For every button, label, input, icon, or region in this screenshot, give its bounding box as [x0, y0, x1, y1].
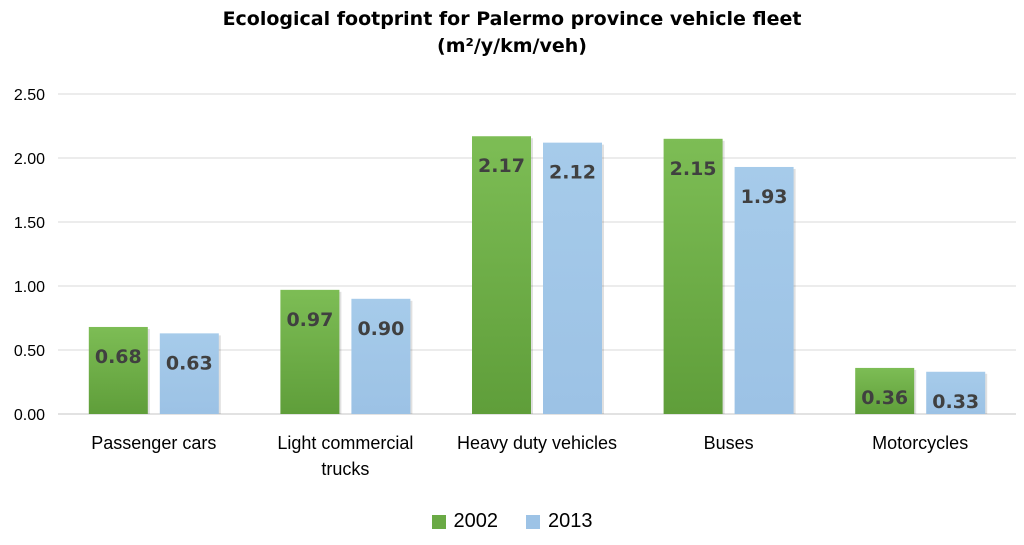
legend-label-2002: 2002	[453, 510, 499, 532]
x-tick-label: Light commercial	[277, 433, 413, 453]
x-tick-label: Heavy duty vehicles	[457, 433, 617, 453]
data-label: 0.63	[166, 352, 213, 374]
data-label: 0.36	[861, 387, 908, 409]
x-tick-label: trucks	[321, 459, 369, 479]
legend-swatch-2013	[526, 514, 540, 529]
chart-title-main: Ecological footprint for Palermo provinc…	[222, 8, 802, 30]
legend-item-2013: 2013	[526, 510, 593, 533]
bar-2002	[472, 136, 531, 415]
chart-title: Ecological footprint for Palermo provinc…	[0, 6, 1024, 60]
data-label: 0.33	[932, 391, 979, 413]
bar-2013	[926, 371, 986, 414]
bar-2013	[543, 142, 602, 414]
bar-2002	[88, 326, 148, 414]
data-label: 2.15	[670, 158, 717, 180]
y-tick-label: 0.00	[14, 407, 45, 424]
bar-2013	[159, 333, 219, 414]
bar-2002	[663, 138, 723, 415]
data-label: 0.97	[286, 309, 333, 331]
legend-item-2002: 2002	[431, 510, 499, 533]
chart-subtitle: (m²/y/km/veh)	[437, 35, 587, 57]
x-tick-label: Buses	[704, 433, 754, 453]
bar-2013	[734, 166, 794, 414]
bar-2002	[855, 367, 915, 414]
y-tick-label: 0.50	[14, 343, 45, 360]
data-label: 2.17	[478, 155, 525, 177]
data-label: 2.12	[549, 162, 596, 184]
legend-swatch-2002	[431, 514, 446, 529]
bar-2002	[280, 289, 340, 414]
x-tick-label: Passenger cars	[91, 433, 216, 453]
legend-label-2013: 2013	[548, 510, 593, 532]
data-label: 1.93	[741, 186, 788, 208]
x-tick-label: Motorcycles	[872, 433, 968, 453]
bar-2013	[351, 298, 411, 414]
y-tick-label: 2.00	[14, 151, 45, 168]
y-tick-label: 1.00	[14, 279, 45, 296]
y-tick-label: 1.50	[14, 215, 45, 232]
y-tick-label: 2.50	[14, 87, 45, 104]
data-label: 0.68	[95, 346, 142, 368]
legend: 2002 2013	[0, 510, 1024, 533]
data-label: 0.90	[357, 318, 404, 340]
